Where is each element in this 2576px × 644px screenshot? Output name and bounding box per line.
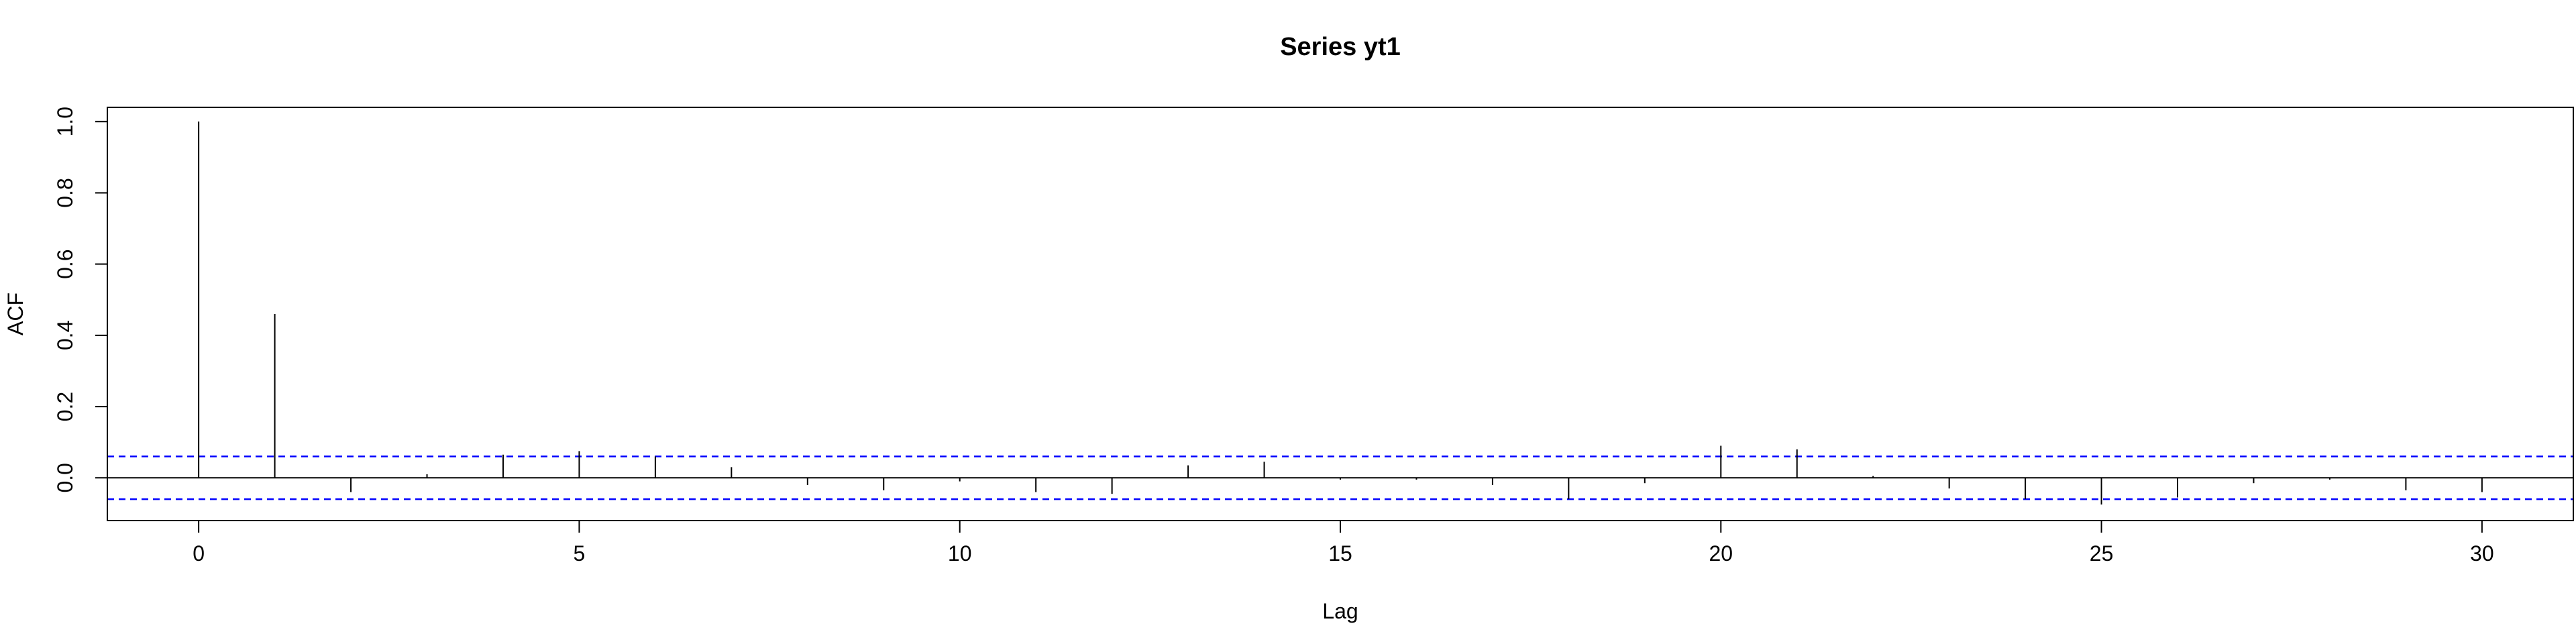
x-tick-label: 30: [2470, 541, 2494, 566]
x-tick-label: 15: [1328, 541, 1352, 566]
y-tick-label: 0.4: [53, 321, 77, 350]
x-tick-label: 25: [2090, 541, 2114, 566]
x-axis-label: Lag: [1322, 599, 1358, 623]
plot-frame: [107, 107, 2574, 521]
y-tick-label: 0.0: [53, 463, 77, 492]
x-axis: 0 5 10 15 20 25 30: [193, 520, 2494, 566]
x-tick-label: 0: [193, 541, 205, 566]
y-tick-label: 0.6: [53, 249, 77, 278]
x-tick-label: 10: [948, 541, 972, 566]
y-tick-label: 1.0: [53, 107, 77, 136]
acf-bars: [198, 121, 2483, 505]
y-axis: 0.0 0.2 0.4 0.6 0.8 1.0: [53, 107, 108, 493]
y-tick-label: 0.8: [53, 178, 77, 207]
y-tick-label: 0.2: [53, 392, 77, 421]
x-tick-label: 5: [574, 541, 586, 566]
x-tick-label: 20: [1709, 541, 1733, 566]
confidence-bands: [107, 455, 2573, 500]
chart-title: Series yt1: [1280, 33, 1401, 61]
y-axis-label: ACF: [3, 292, 28, 335]
